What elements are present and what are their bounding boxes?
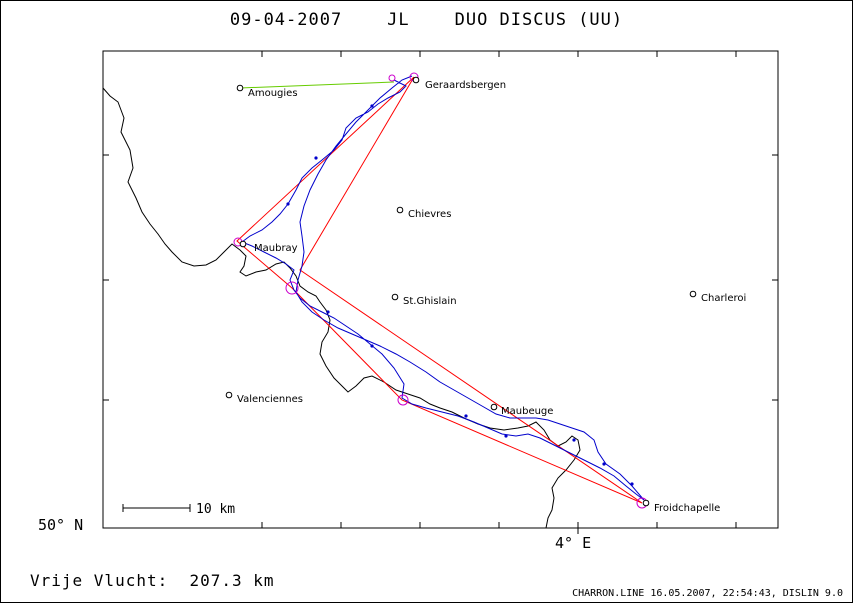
turnpoint-marker xyxy=(397,394,409,406)
pilot-code: JL xyxy=(387,10,410,30)
place-marker-maubray xyxy=(239,240,247,248)
start-leg xyxy=(239,81,395,89)
place-markers xyxy=(225,76,697,507)
place-label-maubeuge: Maubeuge xyxy=(501,406,553,417)
place-marker-maubeuge xyxy=(490,403,498,411)
page-title: 09-04-2007 JL DUO DISCUS (UU) xyxy=(0,10,853,30)
place-label-maubray: Maubray xyxy=(254,243,298,254)
place-label-charleroi: Charleroi xyxy=(701,293,746,304)
place-marker-st-ghislain xyxy=(391,293,399,301)
axis-ticks xyxy=(103,51,778,534)
latitude-label: 50° N xyxy=(38,516,84,534)
place-marker-froidchapelle xyxy=(642,499,650,507)
distance-label: Vrije Vlucht: xyxy=(30,571,169,590)
turnpoint-marker xyxy=(285,281,299,295)
place-label-st-ghislain: St.Ghislain xyxy=(403,296,457,307)
turnpoint-marker xyxy=(388,74,396,82)
place-marker-amougies xyxy=(236,84,244,92)
free-flight-distance: Vrije Vlucht: 207.3 km xyxy=(30,571,275,590)
source-info: CHARRON.LINE 16.05.2007, 22:54:43, DISLI… xyxy=(572,588,843,599)
task-lines xyxy=(236,76,643,504)
distance-value: 207.3 km xyxy=(189,571,275,590)
scale-bar-label: 10 km xyxy=(196,502,235,517)
turnpoint-markers xyxy=(233,72,648,509)
glider-name: DUO DISCUS (UU) xyxy=(454,10,624,30)
longitude-label: 4° E xyxy=(555,534,592,552)
track-arrows xyxy=(286,104,634,486)
scale-bar xyxy=(122,504,191,512)
place-marker-charleroi xyxy=(689,290,697,298)
flight-date: 09-04-2007 xyxy=(229,10,343,30)
flight-track xyxy=(240,75,645,501)
place-label-froidchapelle: Froidchapelle xyxy=(654,503,720,514)
place-marker-valenciennes xyxy=(225,391,233,399)
plot-area xyxy=(102,50,779,529)
place-label-geraardsbergen: Geraardsbergen xyxy=(425,80,506,91)
place-label-valenciennes: Valenciennes xyxy=(237,394,303,405)
place-label-chievres: Chievres xyxy=(408,209,451,220)
place-marker-geraardsbergen xyxy=(412,76,420,84)
place-label-amougies: Amougies xyxy=(248,88,298,99)
country-border xyxy=(102,87,581,529)
place-marker-chievres xyxy=(396,206,404,214)
